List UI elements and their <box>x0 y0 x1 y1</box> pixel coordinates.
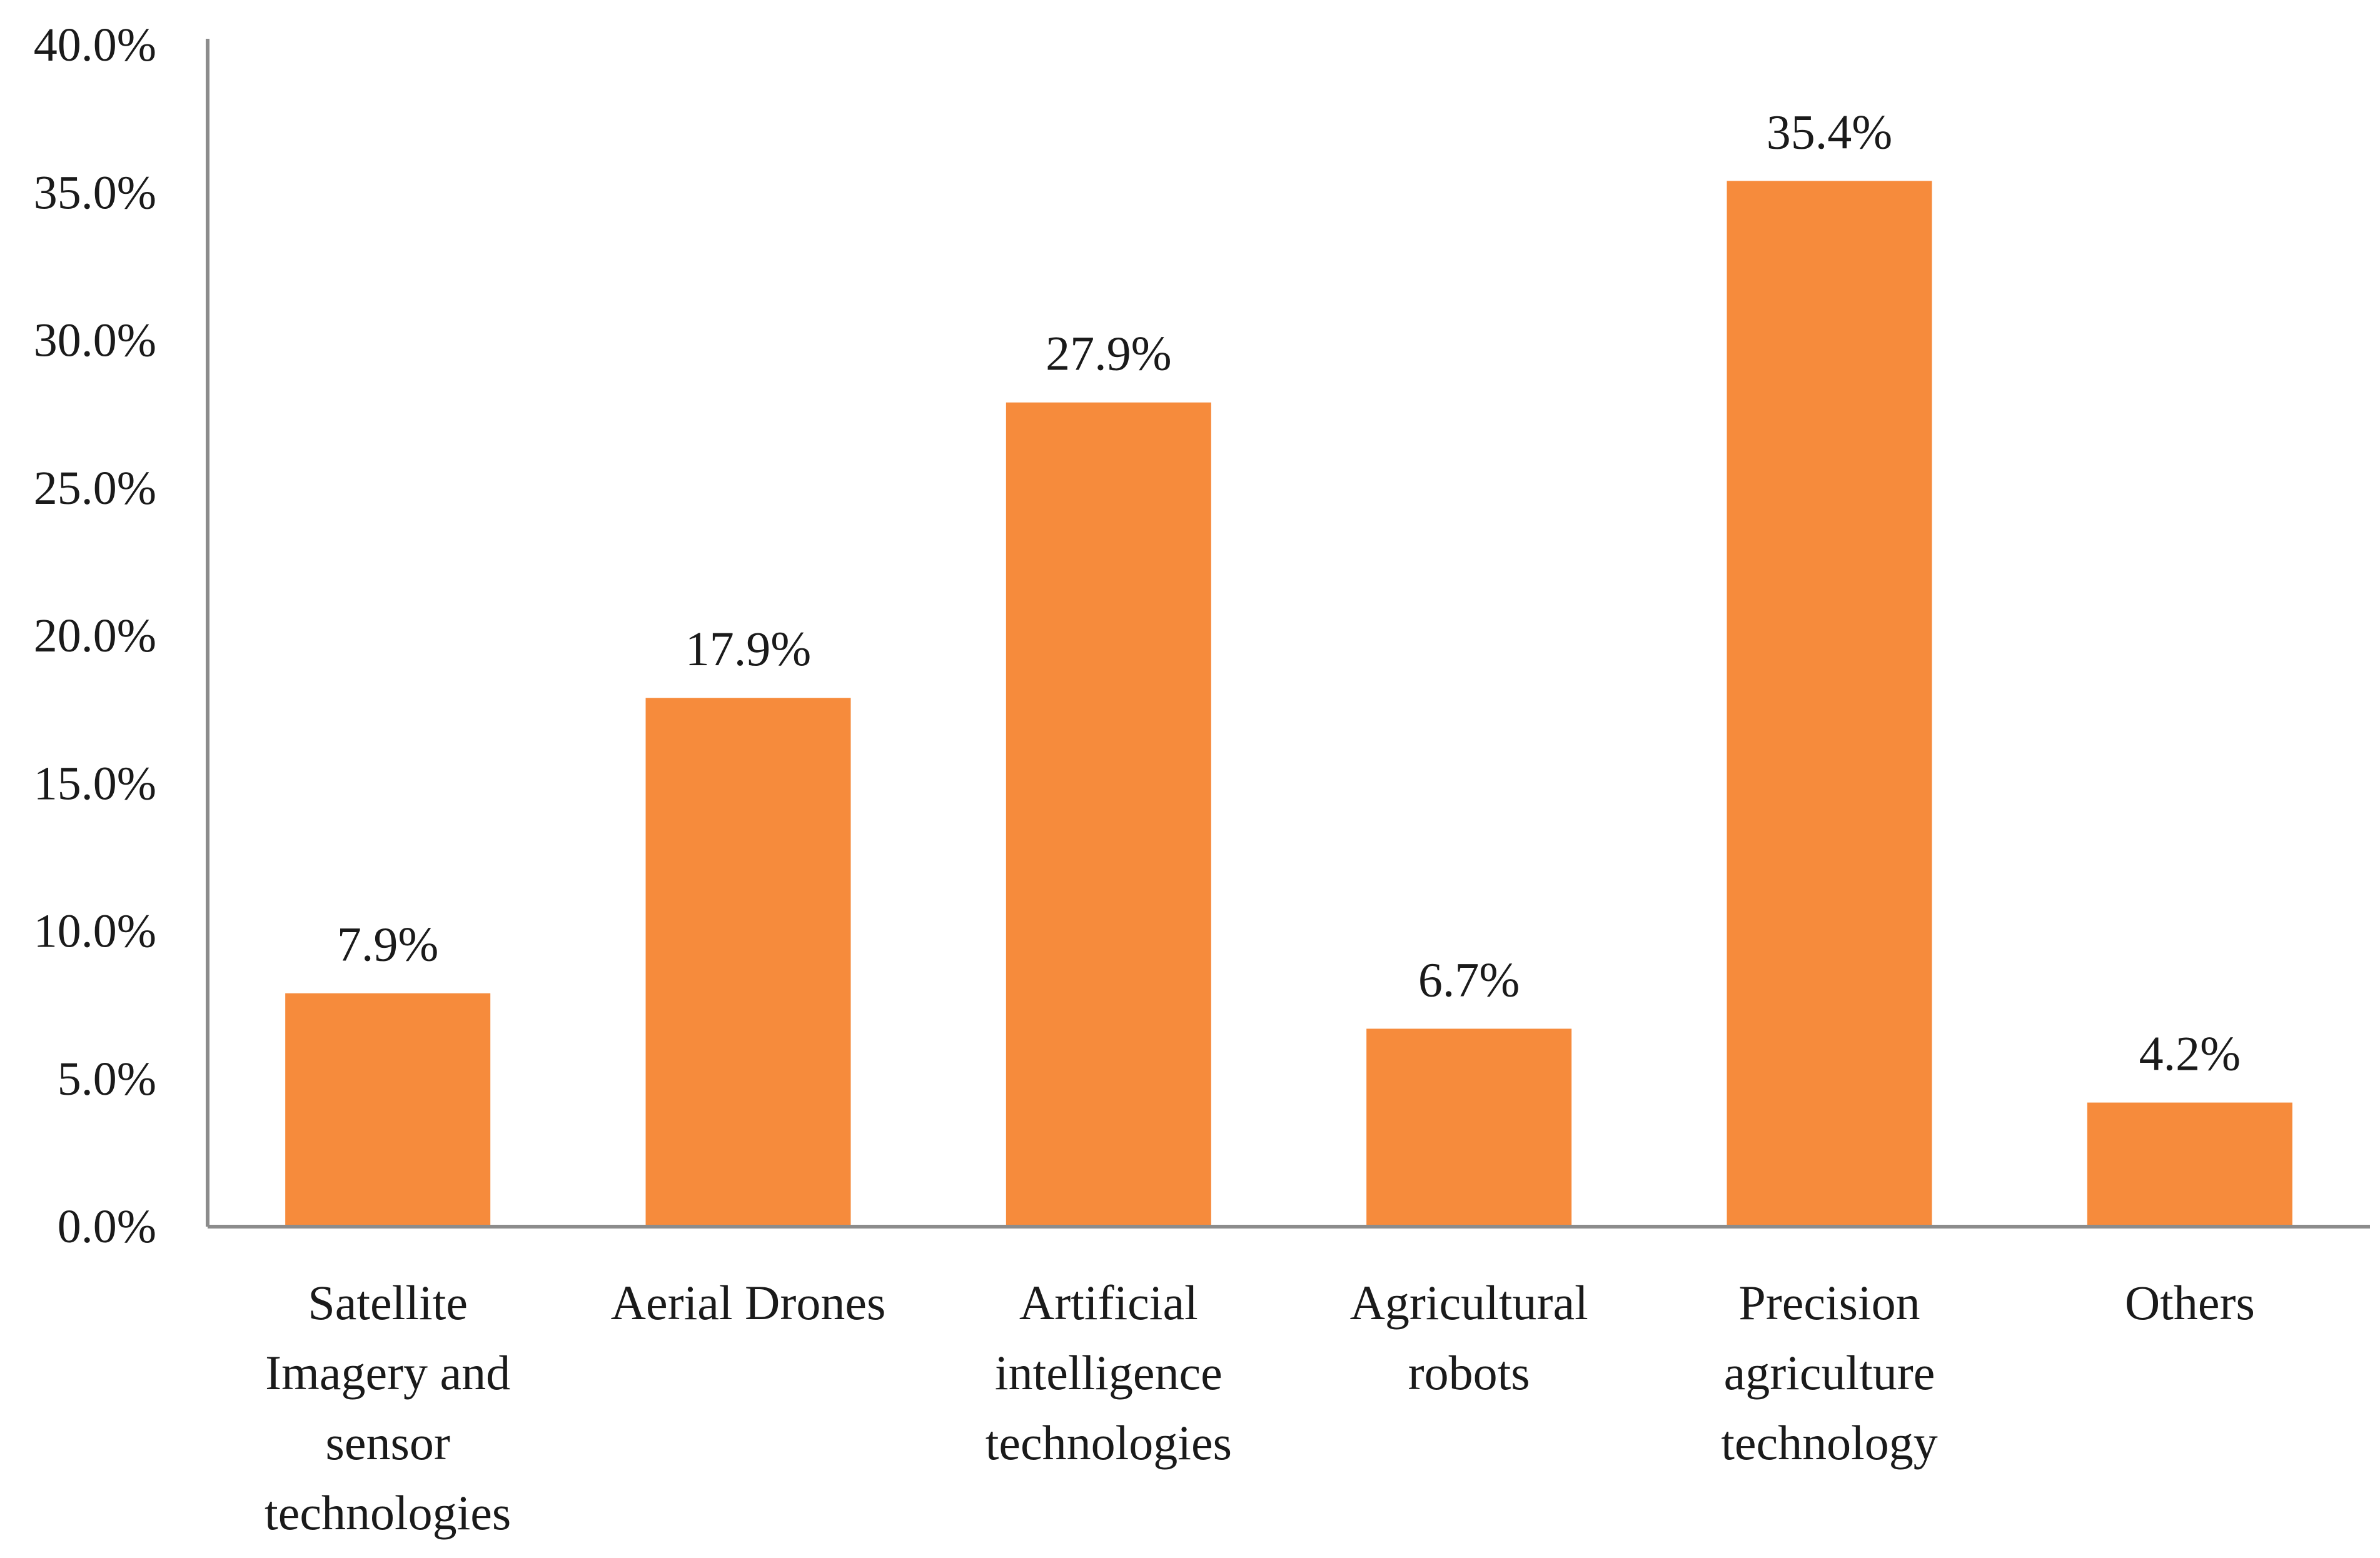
bar <box>1006 402 1211 1227</box>
bar <box>645 698 851 1227</box>
x-tick-label-line: sensor <box>326 1415 450 1470</box>
x-axis-category-labels: Satellite Imagery and sensor technologies Ae… <box>265 1275 2255 1540</box>
data-label: 4.2% <box>2139 1027 2241 1081</box>
y-axis-tick-labels: 0.0% 5.0% 10.0% 15.0% 20.0% 25.0% 30.0% 35.0% 40… <box>34 19 156 1253</box>
bar <box>2087 1102 2292 1227</box>
x-tick-label-line: Others <box>2125 1275 2255 1330</box>
data-label: 7.9% <box>337 917 438 972</box>
x-tick-label-line: intelligence <box>995 1345 1223 1400</box>
x-tick-label-line: Artificial <box>1019 1275 1198 1330</box>
y-tick-label: 20.0% <box>34 610 156 662</box>
bar <box>1727 181 1932 1227</box>
x-tick-label-line: Agricultural <box>1350 1275 1588 1330</box>
data-label: 27.9% <box>1046 326 1171 381</box>
bar <box>1366 1028 1572 1227</box>
y-tick-label: 0.0% <box>58 1200 156 1253</box>
bars-group <box>285 181 2292 1227</box>
x-tick-label: Others <box>2125 1275 2255 1330</box>
x-tick-label-line: technologies <box>986 1415 1232 1470</box>
x-tick-label-line: robots <box>1408 1345 1530 1400</box>
x-tick-label-line: technology <box>1721 1415 1938 1470</box>
data-label: 6.7% <box>1418 952 1520 1007</box>
bar <box>285 993 491 1227</box>
x-tick-label-line: Satellite <box>308 1275 468 1330</box>
y-tick-label: 35.0% <box>34 166 156 219</box>
y-tick-label: 15.0% <box>34 757 156 810</box>
x-tick-label-line: agriculture <box>1724 1345 1935 1400</box>
x-tick-label: Aerial Drones <box>611 1275 886 1330</box>
x-tick-label-line: technologies <box>265 1485 511 1540</box>
y-tick-label: 5.0% <box>58 1053 156 1105</box>
x-tick-label: Artificial intelligence technologies <box>986 1275 1232 1470</box>
y-tick-label: 30.0% <box>34 314 156 367</box>
y-tick-label: 25.0% <box>34 462 156 515</box>
x-tick-label: Precision agriculture technology <box>1721 1275 1938 1470</box>
x-tick-label-line: Imagery and <box>265 1345 510 1400</box>
x-tick-label: Satellite Imagery and sensor technologies <box>265 1275 511 1540</box>
x-tick-label: Agricultural robots <box>1350 1275 1588 1400</box>
value-labels-group: 7.9% 17.9% 27.9% 6.7% 35.4% 4.2% <box>337 104 2241 1080</box>
x-tick-label-line: Aerial Drones <box>611 1275 886 1330</box>
data-label: 35.4% <box>1767 104 1892 159</box>
data-label: 17.9% <box>685 621 811 676</box>
y-tick-label: 10.0% <box>34 905 156 958</box>
y-tick-label: 40.0% <box>34 19 156 71</box>
x-tick-label-line: Precision <box>1738 1275 1920 1330</box>
